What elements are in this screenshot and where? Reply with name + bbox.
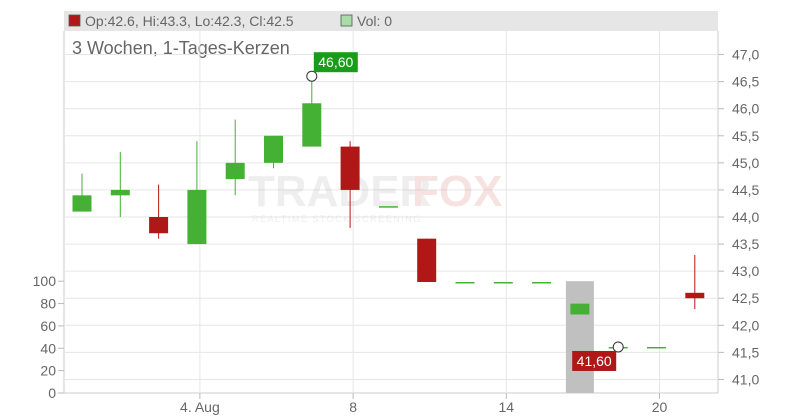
- low-marker: [612, 341, 624, 353]
- candle-body: [417, 238, 437, 282]
- candle-body: [532, 281, 552, 284]
- low-label-box: [572, 350, 617, 371]
- volume-tick-label: 20: [40, 363, 56, 379]
- candle-body: [647, 346, 666, 349]
- price-tick-label: 44,0: [732, 209, 759, 225]
- date-tick-label: 4. Aug: [180, 399, 220, 415]
- candle-body: [378, 206, 398, 208]
- high-label-box: [313, 52, 358, 73]
- candles: [72, 76, 705, 349]
- candle-body: [110, 189, 130, 196]
- price-tick-label: 41,5: [732, 344, 759, 360]
- candle-body: [72, 195, 92, 212]
- price-tick-label: 42,0: [732, 317, 759, 333]
- svg-text:FOX: FOX: [412, 167, 502, 216]
- price-tick-label: 45,0: [732, 155, 759, 171]
- watermark-logo: TRADER FOX REALTIME STOCK SCREENING: [248, 167, 502, 224]
- price-tick-label: 45,5: [732, 128, 759, 144]
- price-tick-label: 47,0: [732, 47, 759, 63]
- price-tick-label: 42,5: [732, 290, 759, 306]
- date-axis: 4. Aug 8 14 20: [180, 393, 667, 415]
- candle-body: [149, 217, 169, 234]
- price-tick-label: 44,5: [732, 182, 759, 198]
- price-tick-label: 46,0: [732, 101, 759, 117]
- svg-text:TRADER: TRADER: [248, 167, 431, 216]
- price-annotations: 46,60 41,60: [306, 52, 624, 371]
- volume-legend-swatch: [340, 14, 353, 27]
- volume-tick-label: 40: [40, 340, 56, 356]
- price-tick-label: 41,0: [732, 371, 759, 387]
- volume-tick-label: 60: [40, 318, 56, 334]
- high-label: 46,60: [318, 54, 353, 70]
- volume-tick-label: 100: [33, 273, 57, 289]
- candle-body: [493, 281, 513, 284]
- candle-body: [264, 135, 283, 163]
- candle-body: [187, 189, 207, 245]
- svg-text:REALTIME STOCK SCREENING: REALTIME STOCK SCREENING: [252, 214, 422, 224]
- volume-bar: [565, 281, 594, 393]
- volume-legend-text: Vol: 0: [357, 13, 392, 29]
- volume-tick-label: 80: [40, 296, 56, 312]
- high-marker: [306, 70, 318, 82]
- ohlc-legend-text: Op:42.6, Hi:43.3, Lo:42.3, Cl:42.5: [85, 13, 294, 29]
- date-tick-label: 20: [652, 399, 668, 415]
- ohlc-legend-swatch: [68, 14, 81, 27]
- volume-tick-label: 0: [48, 385, 56, 401]
- date-tick-label: 14: [499, 399, 515, 415]
- gridlines: [64, 31, 718, 393]
- low-label: 41,60: [577, 353, 612, 369]
- price-tick-label: 43,5: [732, 236, 759, 252]
- candle-body: [455, 281, 475, 284]
- candle-body: [225, 162, 245, 180]
- legend-bar: [64, 11, 718, 31]
- candle-body: [570, 303, 590, 315]
- price-tick-label: 46,5: [732, 74, 759, 90]
- date-tick-label: 8: [349, 399, 357, 415]
- candle-body: [340, 146, 360, 190]
- candle-body: [685, 292, 705, 299]
- volume-axis: 0 20 40 60 80 100: [33, 273, 64, 401]
- candle-body: [302, 103, 322, 147]
- volume-bars: [565, 281, 594, 393]
- price-axis: 41,0 41,5 42,0 42,5 43,0 43,5 44,0 44,5 45,0 45,5…: [718, 47, 759, 387]
- chart-subtitle: 3 Wochen, 1-Tages-Kerzen: [72, 38, 290, 58]
- price-tick-label: 43,0: [732, 263, 759, 279]
